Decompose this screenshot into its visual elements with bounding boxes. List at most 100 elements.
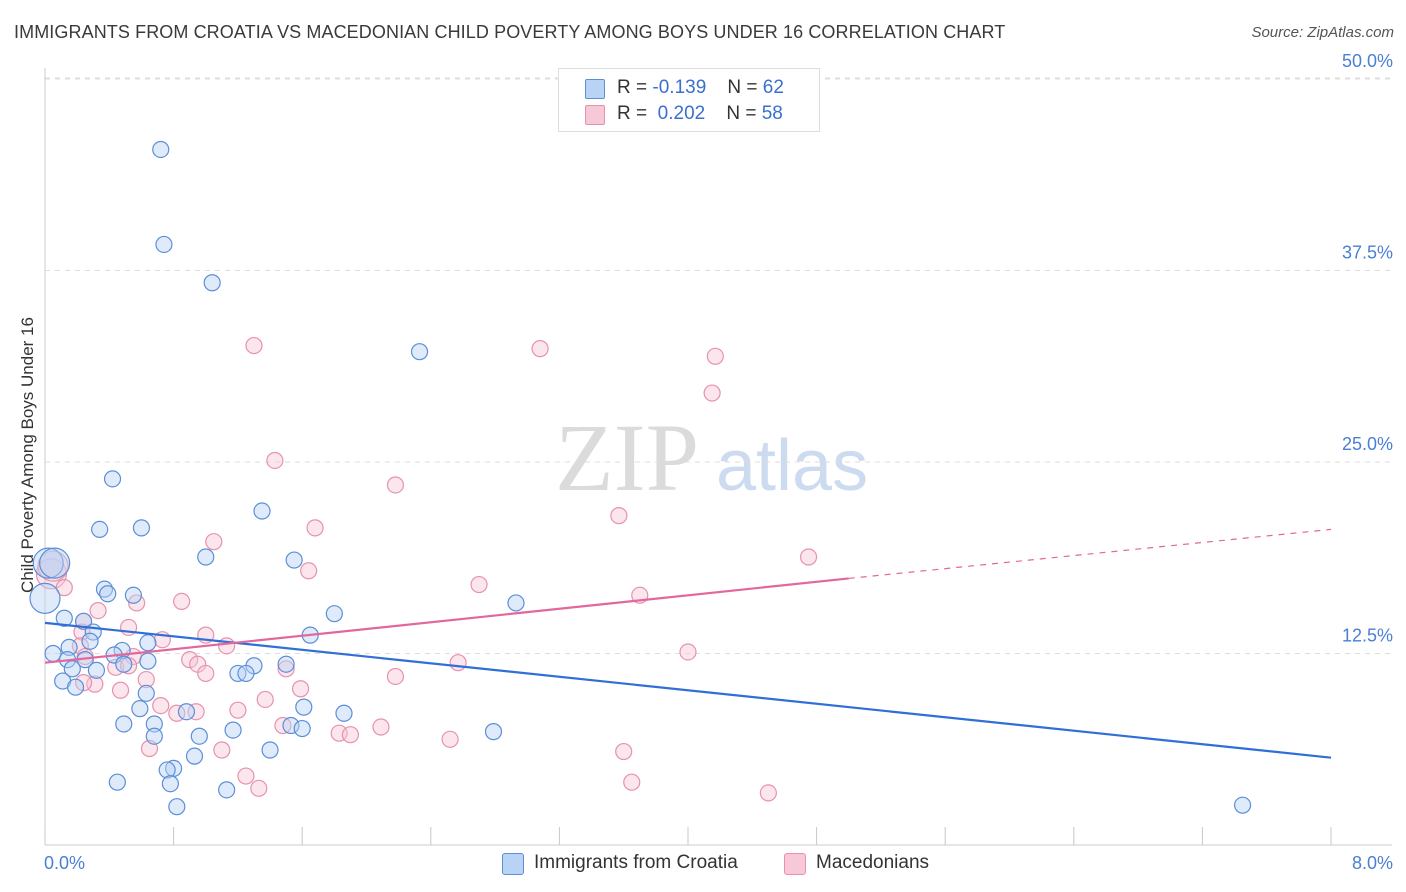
legend-swatch-blue <box>585 79 605 99</box>
data-point <box>441 730 459 748</box>
source-label: Source: ZipAtlas.com <box>1251 24 1394 41</box>
y-axis-label: Child Poverty Among Boys Under 16 <box>18 317 37 593</box>
data-point <box>131 700 149 718</box>
data-point <box>266 451 284 470</box>
data-point <box>759 784 777 802</box>
data-point <box>115 715 133 733</box>
data-point <box>282 716 300 735</box>
data-point <box>703 384 721 402</box>
data-point <box>145 727 163 745</box>
legend-label-croatia: Immigrants from Croatia <box>534 852 738 873</box>
data-point <box>245 336 263 355</box>
data-point <box>37 550 69 582</box>
data-point <box>81 632 99 650</box>
data-point <box>341 726 360 744</box>
legend-swatch-macedonians <box>784 853 806 875</box>
x-tick-labels: 0.0% 8.0% <box>44 853 1393 873</box>
data-point <box>507 594 525 612</box>
data-point <box>115 655 133 673</box>
data-point <box>190 727 208 745</box>
data-point <box>229 701 247 719</box>
watermark-atlas: atlas <box>716 426 868 506</box>
correlation-legend: R = -0.139 N = 62 R = 0.202 N = 58 <box>558 68 820 132</box>
data-point <box>291 680 310 698</box>
legend-n-label: N = <box>727 77 758 98</box>
data-point <box>145 715 163 733</box>
data-point <box>256 690 274 709</box>
data-point <box>237 767 255 785</box>
data-point <box>615 742 633 761</box>
x-tick-label: 0.0% <box>44 853 85 873</box>
legend-swatch-pink <box>585 105 605 125</box>
y-tick-label: 50.0% <box>1342 51 1393 71</box>
trend-line-macedonians-extension <box>848 528 1332 580</box>
data-point <box>108 773 126 791</box>
data-point <box>277 655 295 673</box>
data-point <box>449 654 467 672</box>
series-legend: Immigrants from Croatia Macedonians <box>0 851 1406 879</box>
data-point <box>679 643 697 661</box>
data-point <box>91 520 109 539</box>
data-point <box>95 580 114 598</box>
data-point <box>187 703 205 721</box>
data-point <box>277 660 295 678</box>
data-point <box>103 470 122 488</box>
data-point <box>44 644 62 663</box>
data-point <box>253 502 271 520</box>
axes <box>44 68 1392 846</box>
data-point <box>39 547 71 579</box>
data-point <box>89 602 107 620</box>
trend-line-croatia <box>44 621 1332 759</box>
data-point <box>205 533 223 551</box>
data-point <box>261 741 279 759</box>
data-point <box>484 723 503 741</box>
data-point <box>139 634 157 652</box>
y-tick-label: 37.5% <box>1342 243 1393 263</box>
data-point <box>218 781 236 799</box>
data-point <box>293 719 311 738</box>
legend-r-value: -0.139 <box>652 77 707 98</box>
y-tick-label: 25.0% <box>1342 434 1393 454</box>
legend-n-value: 58 <box>761 103 783 124</box>
trend-line-macedonians <box>44 577 849 664</box>
data-point <box>185 747 204 765</box>
data-point <box>158 761 176 779</box>
data-point <box>132 519 151 537</box>
data-point <box>386 476 405 494</box>
data-point <box>55 609 73 627</box>
data-point <box>335 704 353 722</box>
trend-lines <box>44 528 1332 759</box>
y-tick-label: 12.5% <box>1342 626 1393 646</box>
legend-label-macedonians: Macedonians <box>816 852 930 873</box>
data-point <box>610 507 628 525</box>
data-point <box>531 340 549 358</box>
data-point <box>285 551 303 569</box>
data-point <box>706 347 724 365</box>
data-point <box>224 721 242 739</box>
legend-swatch-croatia <box>502 853 524 875</box>
data-point <box>137 684 155 702</box>
legend-n-label: N = <box>726 103 757 124</box>
data-point <box>181 651 199 669</box>
gridlines <box>45 77 1392 654</box>
data-point <box>124 586 143 604</box>
data-point <box>237 664 255 683</box>
data-point <box>410 343 429 361</box>
data-point <box>152 696 170 715</box>
legend-r-label: R = <box>617 103 648 124</box>
data-point <box>386 667 405 686</box>
data-point <box>203 274 221 292</box>
data-point <box>197 664 215 683</box>
data-point <box>155 235 173 254</box>
data-point <box>32 547 64 579</box>
legend-r-label: R = <box>617 77 648 98</box>
data-point <box>66 678 85 696</box>
data-point <box>213 741 231 759</box>
data-point <box>173 592 191 611</box>
data-point <box>470 575 488 594</box>
data-point <box>197 548 215 566</box>
data-point <box>168 798 186 816</box>
data-point <box>29 582 61 614</box>
data-point <box>799 548 818 566</box>
series-immigrants-from-croatia <box>29 140 1252 816</box>
